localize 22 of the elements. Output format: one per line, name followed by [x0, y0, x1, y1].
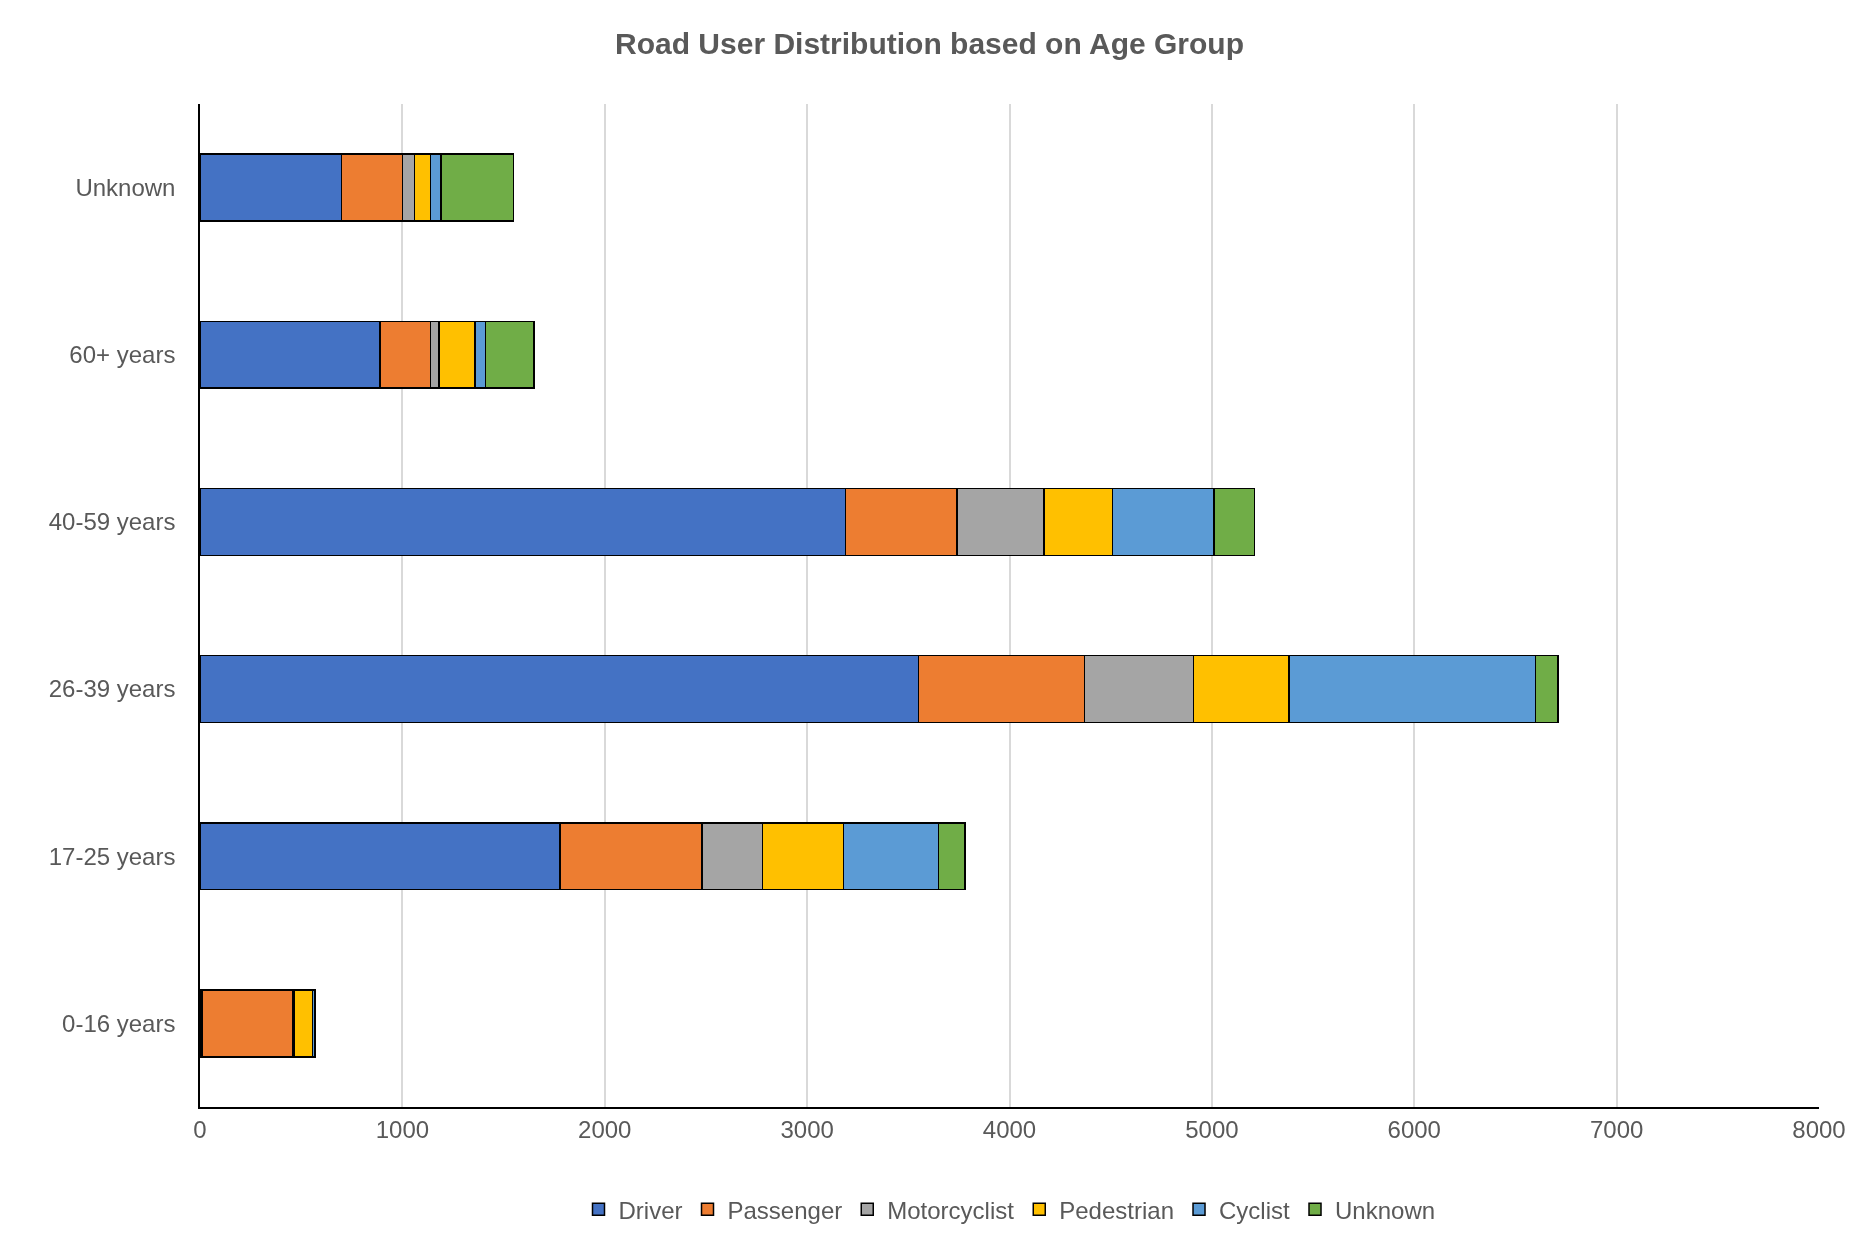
- x-tick-label: 7000: [1589, 1115, 1644, 1143]
- y-tick-label: 40-59 years: [48, 508, 176, 536]
- legend-label: Pedestrian: [1059, 1196, 1175, 1224]
- y-tick-label: 60+ years: [69, 341, 176, 369]
- y-tick-label: 26-39 years: [48, 675, 176, 703]
- legend-label: Motorcyclist: [887, 1196, 1015, 1224]
- y-tick-label: 17-25 years: [48, 842, 176, 870]
- legend-label: Unknown: [1335, 1196, 1436, 1224]
- y-tick-label: 0-16 years: [62, 1009, 176, 1037]
- x-tick-label: 8000: [1792, 1115, 1846, 1143]
- legend-label: Cyclist: [1219, 1196, 1291, 1224]
- x-tick-label: 6000: [1387, 1115, 1441, 1143]
- x-tick-label: 5000: [1185, 1115, 1239, 1143]
- x-tick-label: 3000: [780, 1115, 834, 1143]
- x-tick-label: 1000: [375, 1115, 430, 1143]
- legend-label: Driver: [618, 1196, 683, 1224]
- x-tick-label: 0: [193, 1115, 207, 1143]
- y-tick-label: Unknown: [75, 173, 176, 201]
- chart-title: Road User Distribution based on Age Group: [615, 27, 1244, 61]
- x-tick-label: 4000: [982, 1115, 1037, 1143]
- legend-label: Passenger: [727, 1196, 843, 1224]
- x-tick-label: 2000: [578, 1115, 632, 1143]
